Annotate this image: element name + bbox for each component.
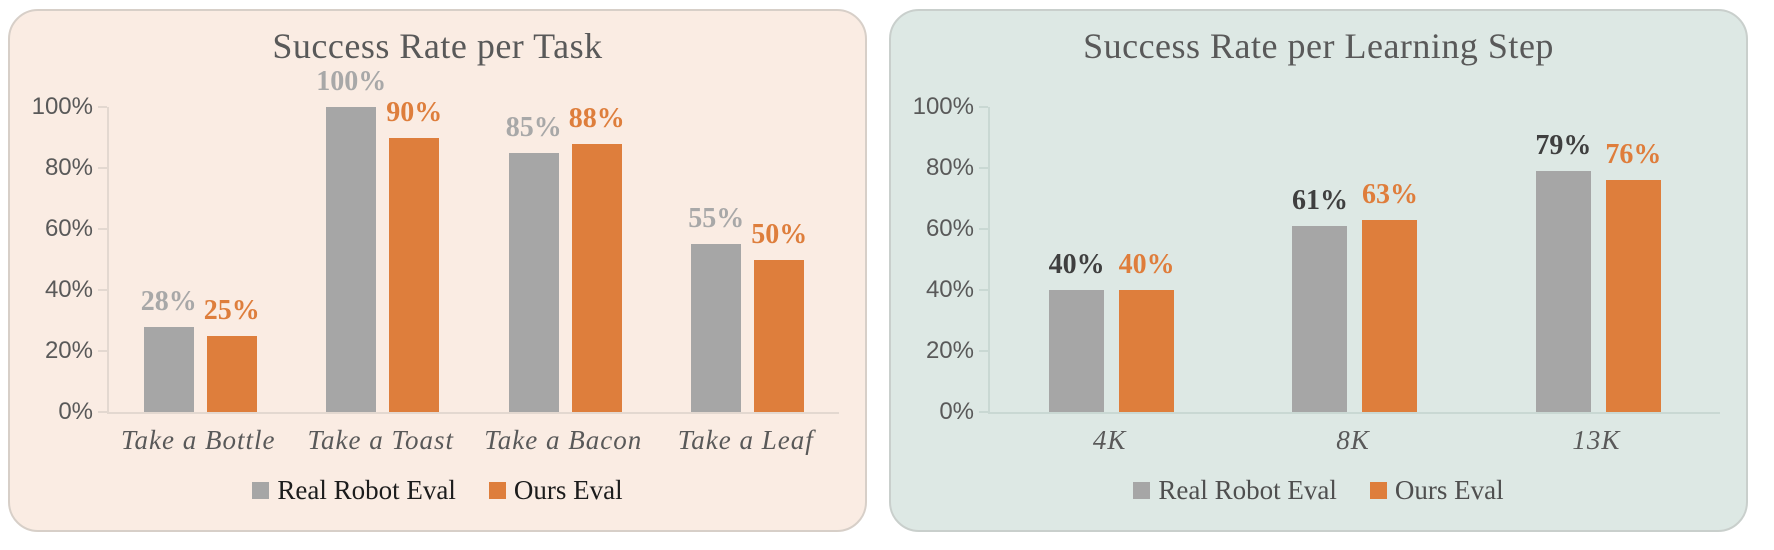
legend-label: Real Robot Eval bbox=[277, 475, 456, 505]
y-axis-label: 0% bbox=[939, 398, 974, 425]
bar-group: 79% 76% bbox=[1477, 107, 1720, 412]
chart-title: Success Rate per Learning Step bbox=[1083, 26, 1554, 66]
y-axis-tick bbox=[979, 350, 988, 352]
bar-real-robot-eval: 40% bbox=[1049, 249, 1105, 412]
bar-value-label: 100% bbox=[316, 66, 387, 97]
legend-swatch-icon bbox=[1133, 482, 1151, 499]
y-axis-label: 100% bbox=[912, 93, 974, 120]
legend-item: Real Robot Eval bbox=[252, 475, 456, 505]
bar-real-robot-eval: 55% bbox=[688, 203, 744, 412]
chart-title: Success Rate per Task bbox=[272, 26, 603, 66]
y-axis-tick bbox=[979, 167, 988, 169]
y-axis-label: 80% bbox=[44, 154, 93, 181]
bar-value-label: 88% bbox=[568, 102, 625, 134]
y-axis-label: 20% bbox=[925, 337, 974, 364]
bar-value-label: 28% bbox=[140, 285, 197, 317]
bar-value-label: 61% bbox=[1291, 184, 1348, 216]
x-axis-label: Take a Bacon bbox=[484, 425, 643, 455]
y-axis-tick bbox=[98, 228, 107, 230]
chart-panel-success-rate-per-task: Success Rate per Task 0% 20% 40% 60% 80% 100%… bbox=[8, 9, 867, 532]
bar-real-robot-eval: 85% bbox=[506, 112, 562, 412]
bar-value-label: 55% bbox=[688, 203, 745, 235]
y-axis-tick bbox=[98, 350, 107, 352]
x-axis-label: Take a Leaf bbox=[677, 425, 814, 455]
x-axis-label: 13K bbox=[1572, 425, 1621, 455]
y-axis-label: 20% bbox=[44, 337, 93, 364]
chart-panel-success-rate-per-learning-step: Success Rate per Learning Step 0% 20% 40% 6… bbox=[889, 9, 1748, 532]
bar-ours-eval: 25% bbox=[204, 295, 260, 412]
plot-area: 0% 20% 40% 60% 80% 100% 28% 25% 100% 90% 85% 88% 55%… bbox=[32, 66, 840, 425]
bar-value-label: 40% bbox=[1118, 249, 1175, 280]
bar-real-robot-eval: 61% bbox=[1292, 185, 1348, 412]
bar-value-label: 90% bbox=[386, 96, 443, 128]
y-axis-label: 60% bbox=[925, 215, 974, 242]
bar-value-label: 50% bbox=[751, 218, 808, 250]
bar-ours-eval: 90% bbox=[386, 97, 442, 412]
bar-group: 55% 50% bbox=[657, 107, 840, 412]
legend: Real Robot Eval Ours Eval bbox=[891, 477, 1746, 504]
bar-real-robot-eval: 79% bbox=[1535, 130, 1591, 412]
bar-real-robot-eval: 100% bbox=[316, 66, 386, 412]
bar-ours-eval: 88% bbox=[569, 103, 625, 412]
y-axis-tick bbox=[979, 289, 988, 291]
y-axis-tick bbox=[979, 106, 988, 108]
bar-ours-eval: 76% bbox=[1605, 139, 1661, 412]
legend-swatch-icon bbox=[252, 482, 270, 499]
legend-label: Real Robot Eval bbox=[1158, 475, 1337, 505]
legend: Real Robot Eval Ours Eval bbox=[10, 477, 865, 504]
y-axis-tick bbox=[98, 167, 107, 169]
y-axis-tick bbox=[98, 289, 107, 291]
x-axis-label: 8K bbox=[1336, 425, 1370, 455]
bar-group: 28% 25% bbox=[109, 107, 292, 412]
bar-ours-eval: 50% bbox=[751, 219, 807, 412]
x-axis-label: 4K bbox=[1092, 425, 1127, 455]
y-axis-label: 80% bbox=[925, 154, 974, 181]
bar-group: 40% 40% bbox=[990, 107, 1233, 412]
legend-label: Ours Eval bbox=[513, 475, 623, 505]
legend-swatch-icon bbox=[488, 482, 506, 499]
y-axis-tick bbox=[98, 411, 107, 413]
plot-area: 0% 20% 40% 60% 80% 100% 40% 40% 61% 63% 79% 76% bbox=[913, 93, 1720, 425]
y-axis-tick bbox=[979, 228, 988, 230]
bar-group: 100% 90% bbox=[292, 66, 475, 412]
bar-group: 61% 63% bbox=[1233, 107, 1476, 412]
y-axis-label: 60% bbox=[44, 215, 93, 242]
x-axis-labels: 4K 8K 13K bbox=[988, 425, 1718, 456]
legend-swatch-icon bbox=[1369, 482, 1387, 499]
bar-ours-eval: 40% bbox=[1119, 249, 1175, 412]
y-axis-tick bbox=[98, 106, 107, 108]
x-axis-labels: Take a Bottle Take a Toast Take a Bacon Tak… bbox=[107, 425, 837, 456]
bar-ours-eval: 63% bbox=[1362, 179, 1418, 412]
legend-item: Ours Eval bbox=[488, 475, 623, 505]
y-axis-label: 40% bbox=[925, 276, 974, 303]
y-axis-label: 100% bbox=[31, 93, 93, 120]
bar-group: 85% 88% bbox=[474, 103, 657, 412]
y-axis-label: 40% bbox=[44, 276, 93, 303]
y-axis-tick bbox=[979, 411, 988, 413]
legend-label: Ours Eval bbox=[1394, 475, 1504, 505]
bar-value-label: 85% bbox=[505, 111, 562, 143]
y-axis-label: 0% bbox=[58, 398, 93, 425]
legend-item: Real Robot Eval bbox=[1133, 475, 1337, 505]
bar-value-label: 63% bbox=[1361, 178, 1418, 210]
x-axis-label: Take a Bottle bbox=[121, 425, 276, 455]
bar-value-label: 25% bbox=[203, 294, 260, 326]
bar-real-robot-eval: 28% bbox=[141, 286, 197, 412]
bar-value-label: 76% bbox=[1605, 139, 1662, 171]
bar-value-label: 40% bbox=[1048, 249, 1105, 280]
bar-value-label: 79% bbox=[1535, 130, 1592, 162]
x-axis-label: Take a Toast bbox=[307, 425, 455, 455]
legend-item: Ours Eval bbox=[1369, 475, 1504, 505]
